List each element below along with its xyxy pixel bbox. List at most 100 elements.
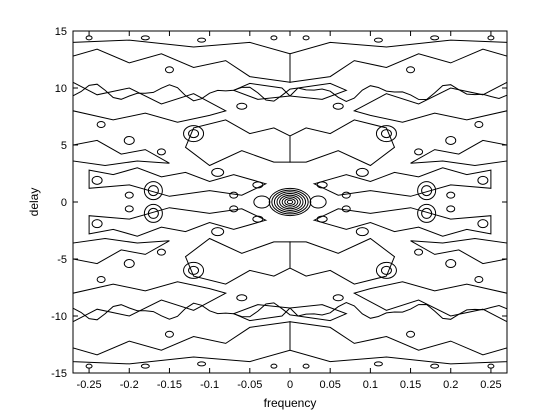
small-loop-contour — [123, 259, 135, 269]
small-loop-contour — [373, 37, 383, 43]
small-loop-contour — [332, 102, 344, 110]
small-loop-contour — [375, 125, 397, 143]
small-loop-contour — [164, 66, 174, 74]
contour-blob — [312, 207, 492, 237]
central-peak-contour — [271, 189, 309, 215]
small-loop-contour — [91, 219, 103, 229]
small-loop-contour — [236, 102, 248, 110]
secondary-peak-contour — [143, 181, 163, 201]
y-tick-label: 10 — [55, 83, 67, 95]
small-loop-contour — [406, 66, 416, 74]
small-loop-contour — [373, 361, 383, 367]
x-tick-label: -0.2 — [120, 379, 139, 391]
y-tick-label: -10 — [51, 311, 67, 323]
x-tick-label: 0 — [287, 379, 293, 391]
small-loop-contour — [430, 35, 440, 41]
small-loop-contour — [188, 265, 200, 275]
y-tick-label: 0 — [61, 197, 67, 209]
central-peak-contour — [279, 194, 301, 210]
small-loop-contour — [183, 261, 205, 279]
y-tick-label: -5 — [57, 254, 67, 266]
contour-blob — [232, 304, 292, 322]
contour-blob — [312, 167, 492, 197]
small-loop-contour — [316, 181, 328, 189]
small-loop-contour — [211, 167, 225, 177]
small-loop-contour — [355, 227, 369, 237]
small-loop-contour — [211, 227, 225, 237]
y-axis-ticks: -15 -10 -5 0 5 10 15 — [51, 26, 507, 380]
small-loop-contour — [375, 261, 397, 279]
small-loop-contour — [164, 330, 174, 338]
central-peak-contour — [273, 191, 307, 213]
central-peak-contour — [281, 196, 299, 208]
small-loop-contour — [316, 215, 328, 223]
contour-blob — [184, 119, 291, 167]
small-loop-contour — [96, 120, 106, 128]
small-loop-contour — [446, 205, 456, 213]
x-tick-label: -0.1 — [200, 379, 219, 391]
small-loop-contour — [252, 215, 264, 223]
small-loop-contour — [124, 191, 134, 199]
contour-blob — [72, 321, 291, 365]
small-loop-contour — [474, 120, 484, 128]
contour-lines — [72, 35, 508, 369]
small-loop-contour — [140, 363, 150, 369]
central-peak-contour — [284, 198, 296, 206]
side-lobe-contour — [309, 195, 327, 209]
contour-band — [72, 302, 508, 321]
small-loop-contour — [355, 167, 369, 177]
contour-blob — [288, 82, 348, 100]
y-axis-label: delay — [27, 188, 41, 217]
small-loop-contour — [229, 191, 239, 199]
small-loop-contour — [140, 35, 150, 41]
contour-blob — [184, 237, 291, 285]
contour-blob — [289, 39, 508, 83]
small-loop-contour — [380, 265, 392, 275]
small-loop-contour — [183, 125, 205, 143]
small-loop-contour — [188, 129, 200, 139]
x-axis-label: frequency — [264, 396, 317, 410]
central-peak-contour — [268, 187, 312, 217]
small-loop-contour — [477, 175, 489, 185]
central-peak-contour — [286, 199, 294, 205]
y-tick-label: 15 — [55, 26, 67, 38]
contour-blob — [288, 304, 348, 322]
x-tick-label: 0.05 — [319, 379, 340, 391]
y-tick-label: -15 — [51, 368, 67, 380]
contour-blob — [88, 167, 268, 197]
small-loop-contour — [341, 205, 351, 213]
y-tick-label: 5 — [61, 140, 67, 152]
small-loop-contour — [380, 129, 392, 139]
small-loop-contour — [445, 135, 457, 145]
small-loop-contour — [91, 175, 103, 185]
small-loop-contour — [446, 191, 456, 199]
small-loop-contour — [414, 248, 424, 256]
central-peak-contour — [276, 193, 304, 211]
small-loop-contour — [302, 363, 310, 369]
x-tick-label: 0.25 — [480, 379, 501, 391]
small-loop-contour — [156, 148, 166, 156]
x-tick-label: -0.25 — [77, 379, 102, 391]
secondary-peak-contour — [417, 203, 437, 223]
small-loop-contour — [332, 294, 344, 302]
small-loop-contour — [197, 37, 207, 43]
x-tick-label: 0.15 — [400, 379, 421, 391]
small-loop-contour — [341, 191, 351, 199]
small-loop-contour — [124, 205, 134, 213]
small-loop-contour — [302, 35, 310, 41]
small-loop-contour — [270, 363, 278, 369]
small-loop-contour — [474, 276, 484, 284]
small-loop-contour — [236, 294, 248, 302]
small-loop-contour — [96, 276, 106, 284]
small-loop-contour — [406, 330, 416, 338]
x-tick-label: -0.15 — [157, 379, 182, 391]
small-loop-contour — [252, 181, 264, 189]
small-loop-contour — [445, 259, 457, 269]
small-loop-contour — [229, 205, 239, 213]
x-tick-label: 0.1 — [363, 379, 378, 391]
secondary-peak-contour — [417, 181, 437, 201]
contour-blob — [232, 82, 292, 100]
secondary-peak-contour — [143, 203, 163, 223]
